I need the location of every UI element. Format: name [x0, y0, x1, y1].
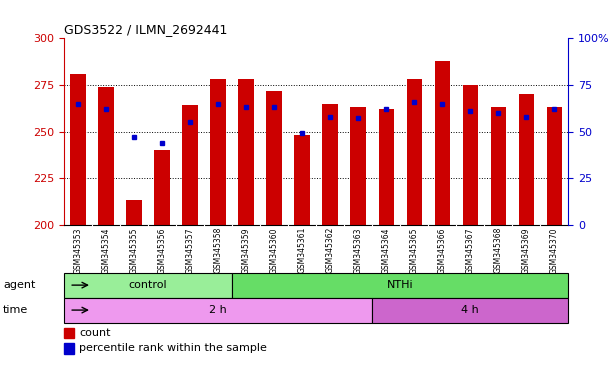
Bar [323, 104, 338, 225]
Text: GSM345359: GSM345359 [242, 227, 251, 273]
Bar [406, 79, 422, 225]
Text: GSM345366: GSM345366 [437, 227, 447, 273]
Text: GSM345353: GSM345353 [74, 227, 82, 273]
Text: control: control [129, 280, 167, 290]
Bar [232, 273, 568, 298]
Bar [155, 150, 170, 225]
Text: GSM345357: GSM345357 [186, 227, 195, 273]
Bar [98, 87, 114, 225]
Bar [64, 328, 75, 338]
Text: GSM345369: GSM345369 [522, 227, 531, 273]
Bar [519, 94, 534, 225]
Text: GSM345360: GSM345360 [269, 227, 279, 273]
Bar [266, 91, 282, 225]
Bar [64, 298, 372, 323]
Text: 4 h: 4 h [461, 305, 479, 315]
Text: 2 h: 2 h [210, 305, 227, 315]
Text: GSM345363: GSM345363 [354, 227, 363, 273]
Text: GSM345370: GSM345370 [550, 227, 558, 273]
Bar [64, 273, 232, 298]
Text: count: count [79, 328, 111, 338]
Bar [463, 85, 478, 225]
Text: GSM345362: GSM345362 [326, 227, 335, 273]
Text: GSM345358: GSM345358 [214, 227, 222, 273]
Bar [183, 106, 198, 225]
Bar [238, 79, 254, 225]
Bar [64, 343, 75, 354]
Text: percentile rank within the sample: percentile rank within the sample [79, 343, 267, 353]
Bar [434, 61, 450, 225]
Bar [378, 109, 394, 225]
Text: time: time [3, 305, 28, 315]
Text: GSM345368: GSM345368 [494, 227, 503, 273]
Bar [295, 135, 310, 225]
Text: NTHi: NTHi [387, 280, 414, 290]
Text: GSM345364: GSM345364 [382, 227, 390, 273]
Bar [126, 200, 142, 225]
Text: GSM345355: GSM345355 [130, 227, 139, 273]
Text: GSM345354: GSM345354 [101, 227, 111, 273]
Text: agent: agent [3, 280, 35, 290]
Bar [210, 79, 226, 225]
Text: GSM345365: GSM345365 [410, 227, 419, 273]
Text: GDS3522 / ILMN_2692441: GDS3522 / ILMN_2692441 [64, 23, 227, 36]
Bar [372, 298, 568, 323]
Text: GSM345367: GSM345367 [466, 227, 475, 273]
Bar [546, 107, 562, 225]
Text: GSM345356: GSM345356 [158, 227, 167, 273]
Bar [491, 107, 506, 225]
Bar [351, 107, 366, 225]
Bar [70, 74, 86, 225]
Text: GSM345361: GSM345361 [298, 227, 307, 273]
